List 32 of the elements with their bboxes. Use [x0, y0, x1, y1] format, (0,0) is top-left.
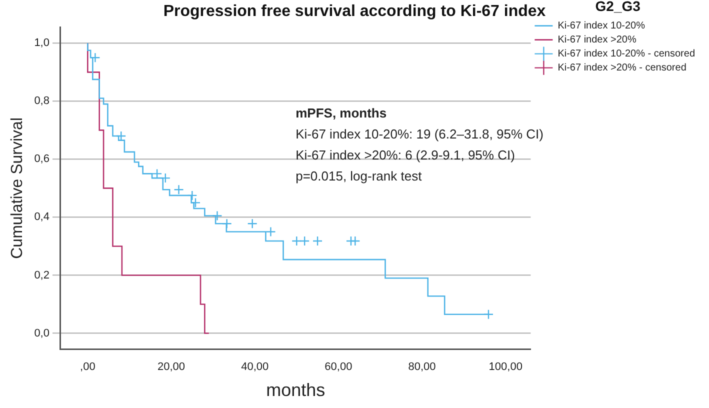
y-axis-title: Cumulative Survival	[9, 118, 26, 259]
point	[350, 236, 360, 246]
point	[152, 168, 162, 179]
annotation: mPFS, months	[296, 105, 387, 120]
legend-title: G2_G3	[595, 0, 641, 14]
y-tick-label: 0,6	[34, 153, 50, 166]
x-tick-label: 60,00	[324, 360, 352, 373]
x-tick-label: 20,00	[157, 360, 186, 373]
legend-label: Ki-67 index 10-20% - censored	[558, 48, 696, 60]
x-axis-title: months	[266, 380, 326, 400]
y-tick-label: 0,0	[34, 327, 50, 340]
point	[174, 184, 184, 195]
legend-label: Ki-67 index 10-20%	[558, 20, 646, 32]
point	[247, 218, 258, 229]
x-tick-label: 80,00	[408, 360, 436, 373]
y-tick-label: 0,8	[34, 95, 50, 108]
annotation: Ki-67 index 10-20%: 19 (6.2–31.8, 95% CI)	[296, 126, 544, 142]
y-tick-label: 0,4	[34, 211, 50, 224]
legend-label: Ki-67 index >20%	[558, 34, 636, 46]
point	[312, 236, 323, 246]
y-tick-label: 1,0	[34, 37, 50, 50]
point	[266, 226, 276, 237]
x-tick-label: 40,00	[241, 360, 269, 373]
x-tick-label: 100,00	[488, 360, 522, 373]
point	[292, 236, 302, 246]
y-tick-label: 0,2	[34, 269, 50, 282]
point	[299, 236, 310, 246]
annotation: Ki-67 index >20%: 6 (2.9-9.1, 95% CI)	[296, 147, 515, 162]
x-tick-label: ,00	[80, 360, 96, 373]
annotation: p=0.015, log-rank test	[296, 168, 422, 184]
chart-title: Progression free survival according to Ki-67 index	[163, 3, 546, 20]
legend-label: Ki-67 index >20% - censored	[558, 62, 686, 74]
